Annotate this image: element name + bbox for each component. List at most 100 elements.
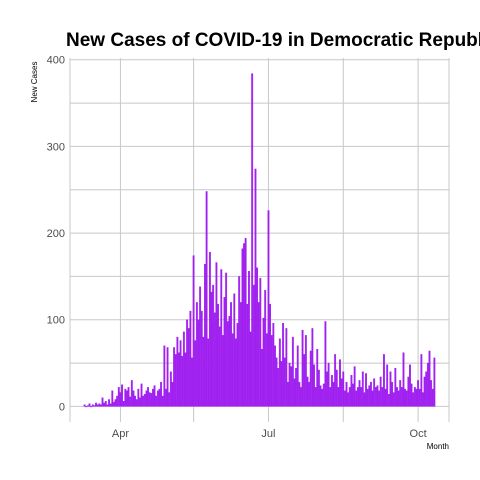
bar xyxy=(371,390,374,407)
bar xyxy=(213,312,216,407)
bar xyxy=(169,371,172,407)
y-tick-labels: 0 100 200 300 400 xyxy=(47,55,65,414)
bar xyxy=(215,262,218,407)
bar xyxy=(142,395,145,407)
bar xyxy=(179,340,182,407)
bar xyxy=(379,376,382,407)
bar xyxy=(272,323,275,407)
bar xyxy=(186,319,189,407)
bar xyxy=(373,378,376,407)
bar xyxy=(200,310,203,407)
bar xyxy=(145,390,148,407)
bar xyxy=(417,380,420,407)
bar xyxy=(384,388,387,407)
bar xyxy=(360,387,363,407)
bar xyxy=(199,286,202,407)
bar xyxy=(262,317,265,407)
bar xyxy=(187,328,190,407)
bar xyxy=(140,383,143,407)
bar xyxy=(321,388,324,407)
bar xyxy=(365,373,367,407)
bar xyxy=(204,264,206,407)
bar xyxy=(296,345,299,407)
bar xyxy=(428,350,431,407)
bar xyxy=(293,378,296,407)
bar xyxy=(339,359,341,407)
bar xyxy=(410,383,413,407)
bar xyxy=(433,357,436,407)
bar xyxy=(426,362,429,407)
bar xyxy=(301,329,304,407)
bar xyxy=(306,376,309,407)
bar xyxy=(143,394,146,407)
bar xyxy=(173,347,176,407)
bar xyxy=(163,345,166,407)
bar xyxy=(300,387,302,407)
bar xyxy=(158,388,161,407)
bar xyxy=(431,388,434,407)
bar xyxy=(150,393,153,407)
bar xyxy=(313,364,315,407)
bar xyxy=(404,388,407,407)
bar xyxy=(308,381,311,407)
bar xyxy=(397,390,400,407)
bar xyxy=(287,381,289,407)
bar xyxy=(265,333,268,407)
bar xyxy=(347,392,350,407)
bar xyxy=(340,378,343,407)
bar xyxy=(430,380,433,407)
bar xyxy=(423,376,426,407)
bar xyxy=(389,371,392,407)
bar xyxy=(122,401,125,407)
bar xyxy=(402,352,405,407)
bar xyxy=(119,392,122,407)
bar xyxy=(99,404,102,407)
bar xyxy=(139,397,141,407)
bar xyxy=(259,277,262,407)
bar xyxy=(106,404,109,407)
bar xyxy=(226,321,229,407)
bar xyxy=(108,399,110,407)
bar xyxy=(191,357,193,407)
bar xyxy=(101,397,104,407)
x-tick-labels: Apr Jul Oct xyxy=(112,428,427,440)
bar xyxy=(280,361,283,407)
bar xyxy=(418,388,421,407)
bar xyxy=(148,392,151,407)
bar xyxy=(161,395,164,407)
bar xyxy=(249,331,252,407)
bar xyxy=(290,366,293,407)
bar xyxy=(257,302,260,407)
bar xyxy=(86,405,89,407)
bar xyxy=(98,403,101,407)
bar xyxy=(125,390,128,407)
bar xyxy=(335,369,338,407)
bar xyxy=(178,352,180,407)
bar xyxy=(311,328,314,407)
bar xyxy=(261,349,263,407)
bar xyxy=(285,328,288,407)
bar xyxy=(316,349,319,407)
bar xyxy=(156,390,159,407)
bar xyxy=(343,390,346,407)
bar xyxy=(337,387,340,407)
bar xyxy=(176,336,179,407)
bar xyxy=(425,371,428,407)
bar xyxy=(304,335,307,407)
bar xyxy=(221,335,224,407)
bar xyxy=(334,354,337,407)
bar xyxy=(291,336,294,407)
y-axis-label: New Cases xyxy=(30,62,39,103)
bar xyxy=(361,371,364,407)
bar xyxy=(129,396,132,407)
y-tick-label: 100 xyxy=(47,315,65,327)
bar xyxy=(330,375,333,407)
bar xyxy=(256,267,258,407)
bar xyxy=(374,387,377,407)
bar xyxy=(152,388,154,407)
bar xyxy=(160,381,163,407)
bar xyxy=(327,362,330,407)
bar xyxy=(208,251,211,407)
bar xyxy=(238,276,241,407)
